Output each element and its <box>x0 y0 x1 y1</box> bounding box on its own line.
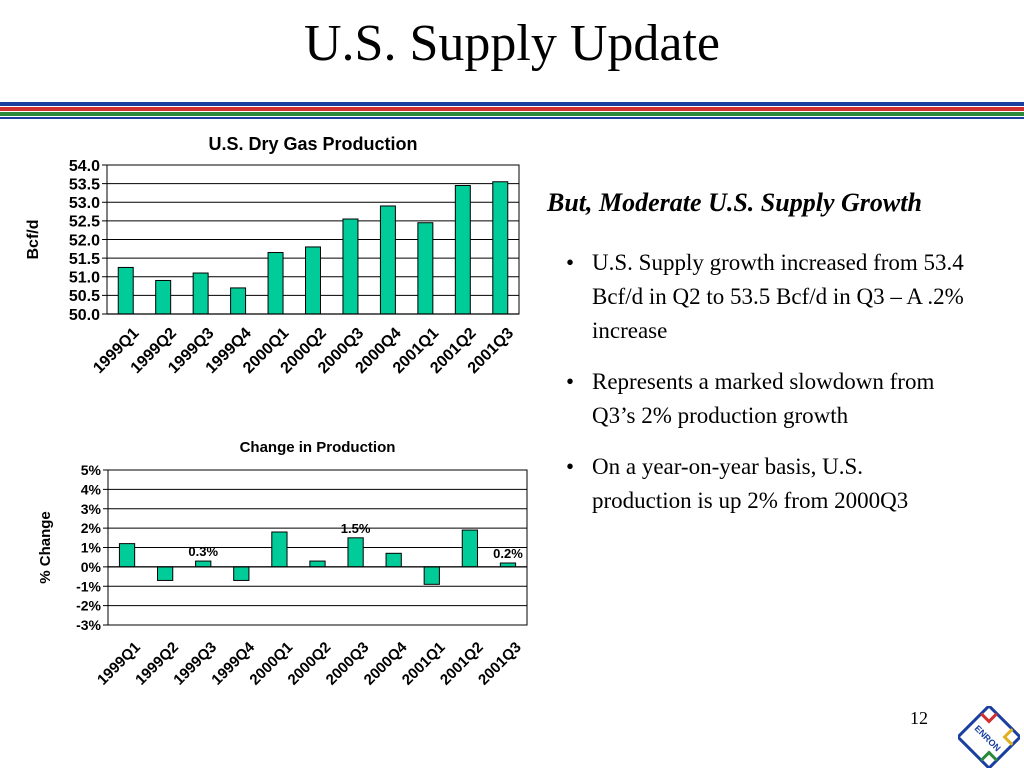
bar <box>192 272 209 315</box>
y-tick-label: 50.0 <box>69 307 100 324</box>
bar <box>423 566 440 585</box>
y-tick-label: 52.0 <box>69 232 100 249</box>
y-tick-label: 51.0 <box>69 270 100 287</box>
bar <box>461 529 478 568</box>
divider-line-blue-top <box>0 102 1024 106</box>
bar <box>267 252 284 315</box>
bar <box>233 566 250 581</box>
bar <box>379 205 396 315</box>
bar <box>309 560 326 568</box>
y-tick-label: 51.5 <box>69 251 100 268</box>
bar <box>155 279 172 315</box>
plot-frame <box>107 469 528 626</box>
bar <box>417 222 434 315</box>
bullet-dot-icon: • <box>566 369 575 394</box>
y-tick-label: -1% <box>76 578 101 594</box>
chart-title: Change in Production <box>240 439 396 456</box>
bullet-item: • Represents a marked slowdown from Q3’s… <box>566 365 966 433</box>
data-label: 0.2% <box>493 546 523 561</box>
bullet-item: • U.S. Supply growth increased from 53.4… <box>566 246 966 348</box>
divider-line-green <box>0 112 1024 116</box>
data-label: 1.5% <box>341 521 371 536</box>
y-tick-label: -2% <box>76 598 101 614</box>
bar <box>230 287 247 315</box>
divider-line-red <box>0 107 1024 111</box>
bar <box>347 537 364 568</box>
bar <box>342 218 359 315</box>
y-axis-title: % Change <box>37 511 54 584</box>
y-tick-label: 54.0 <box>69 158 100 175</box>
bar <box>454 184 471 315</box>
bullet-dot-icon: • <box>566 454 575 479</box>
bar <box>385 552 402 568</box>
y-tick-label: 1% <box>81 540 102 556</box>
bar <box>271 531 288 568</box>
y-tick-label: 2% <box>81 520 102 536</box>
y-tick-label: 0% <box>81 559 102 575</box>
data-label: 0.3% <box>188 544 218 559</box>
enron-logo-icon: ENRON <box>958 706 1020 768</box>
bullet-item: • On a year-on-year basis, U.S. producti… <box>566 450 966 518</box>
slide-title: U.S. Supply Update <box>304 15 720 72</box>
bullet-text: On a year-on-year basis, U.S. production… <box>592 454 909 513</box>
bar <box>118 543 136 568</box>
dry-gas-production-chart: U.S. Dry Gas Production 50.0 50.551.0 51.5 5… <box>25 134 520 377</box>
bullet-text: U.S. Supply growth increased from 53.4 B… <box>592 250 964 343</box>
y-tick-label: 52.5 <box>69 214 100 231</box>
bar <box>305 246 321 315</box>
bar <box>492 181 509 315</box>
chart-title: U.S. Dry Gas Production <box>208 134 417 154</box>
bullet-text: Represents a marked slowdown from Q3’s 2… <box>592 369 935 428</box>
bar <box>157 566 174 581</box>
bar <box>195 560 212 568</box>
divider-line-blue-bottom <box>0 117 1024 119</box>
y-tick-label: 53.0 <box>69 195 100 212</box>
y-tick-label: 5% <box>81 462 102 478</box>
bullet-list: • U.S. Supply growth increased from 53.4… <box>566 246 966 535</box>
x-tick-label: 2001Q3 <box>475 639 525 689</box>
y-tick-label: -3% <box>76 617 101 633</box>
y-tick-label: 3% <box>81 501 102 517</box>
y-tick-label: 4% <box>81 481 102 497</box>
section-subhead: But, Moderate U.S. Supply Growth <box>547 188 922 217</box>
page-number: 12 <box>910 708 928 728</box>
bullet-dot-icon: • <box>566 250 575 275</box>
y-axis-title: Bcf/d <box>25 220 42 260</box>
y-tick-label: 53.5 <box>69 176 100 193</box>
change-in-production-chart: Change in Production -3% -2% -1% 0% 1% 2% 3% 4% 5… <box>37 439 528 689</box>
y-tick-label: 50.5 <box>69 288 100 305</box>
bar <box>117 266 134 315</box>
